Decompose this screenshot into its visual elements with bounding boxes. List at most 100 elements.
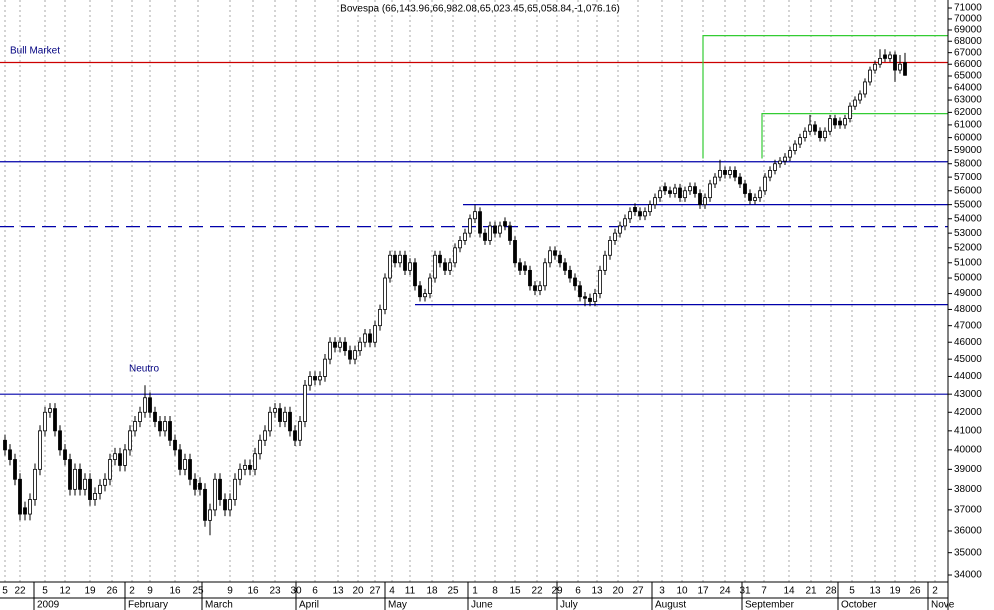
candle-body [643,211,647,217]
candle-body [248,465,252,470]
candle-body [833,118,837,126]
x-tick-label: 20 [352,586,364,597]
y-tick-label: 68000 [954,36,982,47]
y-tick-label: 56000 [954,185,982,196]
month-label: June [471,600,493,610]
candle-body [198,482,202,490]
y-tick-label: 55000 [954,199,982,210]
candle-body [173,439,177,451]
candle-body [608,240,612,256]
candle-body [148,397,152,413]
candle-body [538,285,542,291]
candle-body [583,296,587,299]
y-tick-label: 66000 [954,59,982,70]
candle-body [763,176,767,192]
x-tick-label: 14 [783,586,795,597]
y-tick-label: 36000 [954,526,982,537]
candle-body [243,465,247,470]
candle-body [673,187,677,194]
candle-body [113,453,117,460]
candle-body [818,130,822,139]
x-tick-label: 4 [389,586,395,597]
x-tick-label: 22 [531,586,543,597]
candle-body [628,211,632,220]
candle-body [883,54,887,59]
candle-body [363,333,367,343]
y-tick-label: 65000 [954,71,982,82]
candle-body [483,232,487,241]
candle-body [848,105,852,120]
candle-body [758,190,762,199]
candle-body [888,54,892,59]
y-tick-label: 35000 [954,547,982,558]
candle-body [213,478,217,511]
candle-body [128,430,132,451]
candle-body [168,421,172,441]
candle-body [433,254,437,279]
candle-body [548,250,552,264]
candle-body [513,240,517,264]
x-tick-label: 26 [106,586,118,597]
candle-body [813,124,817,132]
candle-body [373,325,377,343]
candle-body [573,277,577,287]
candle-body [878,58,882,65]
candle-body [28,499,32,515]
candle-body [93,493,97,500]
candle-body [228,499,232,511]
candle-body [23,507,27,515]
candle-body [48,408,52,413]
candle-body [638,211,642,217]
candle-body [398,254,402,264]
candle-body [478,211,482,234]
y-tick-label: 63000 [954,95,982,106]
candle-body [413,262,417,287]
candle-body [458,240,462,249]
candle-body [868,69,872,83]
candle-body [3,439,7,451]
candle-body [263,430,267,441]
candle-body [313,376,317,381]
x-tick-label: 27 [632,586,644,597]
candle-body [613,232,617,241]
month-label: October [841,600,877,610]
candle-body [123,449,127,466]
candle-body [898,63,902,71]
x-tick-label: 9 [147,586,153,597]
annotation: Bull Market [10,46,60,57]
x-tick-label: 2 [129,586,135,597]
candle-body [518,262,522,271]
y-tick-label: 34000 [954,570,982,581]
candle-body [358,341,362,352]
candle-body [648,204,652,213]
month-label: 2009 [37,600,60,610]
candle-body [293,430,297,441]
x-tick-label: 13 [332,586,344,597]
candle-body [333,341,337,348]
candle-body [353,350,357,360]
y-tick-label: 48000 [954,304,982,315]
annotation: Neutro [129,364,159,375]
candle-body [303,384,307,422]
candle-body [528,269,532,287]
y-tick-label: 44000 [954,371,982,382]
candle-body [633,207,637,213]
x-tick-label: 3 [659,586,665,597]
y-tick-label: 46000 [954,337,982,348]
x-tick-label: 16 [247,586,259,597]
candle-body [33,468,37,500]
candle-body [678,187,682,199]
candle-body [578,285,582,298]
candle-body [43,411,47,432]
candle-body [793,143,797,151]
x-tick-label: 28 [825,586,837,597]
candle-body [308,376,312,386]
candle-body [788,150,792,158]
x-tick-label: 5 [42,586,48,597]
x-tick-label: 7 [761,586,767,597]
x-tick-label: 8 [492,586,498,597]
y-tick-label: 67000 [954,47,982,58]
candle-body [768,169,772,178]
